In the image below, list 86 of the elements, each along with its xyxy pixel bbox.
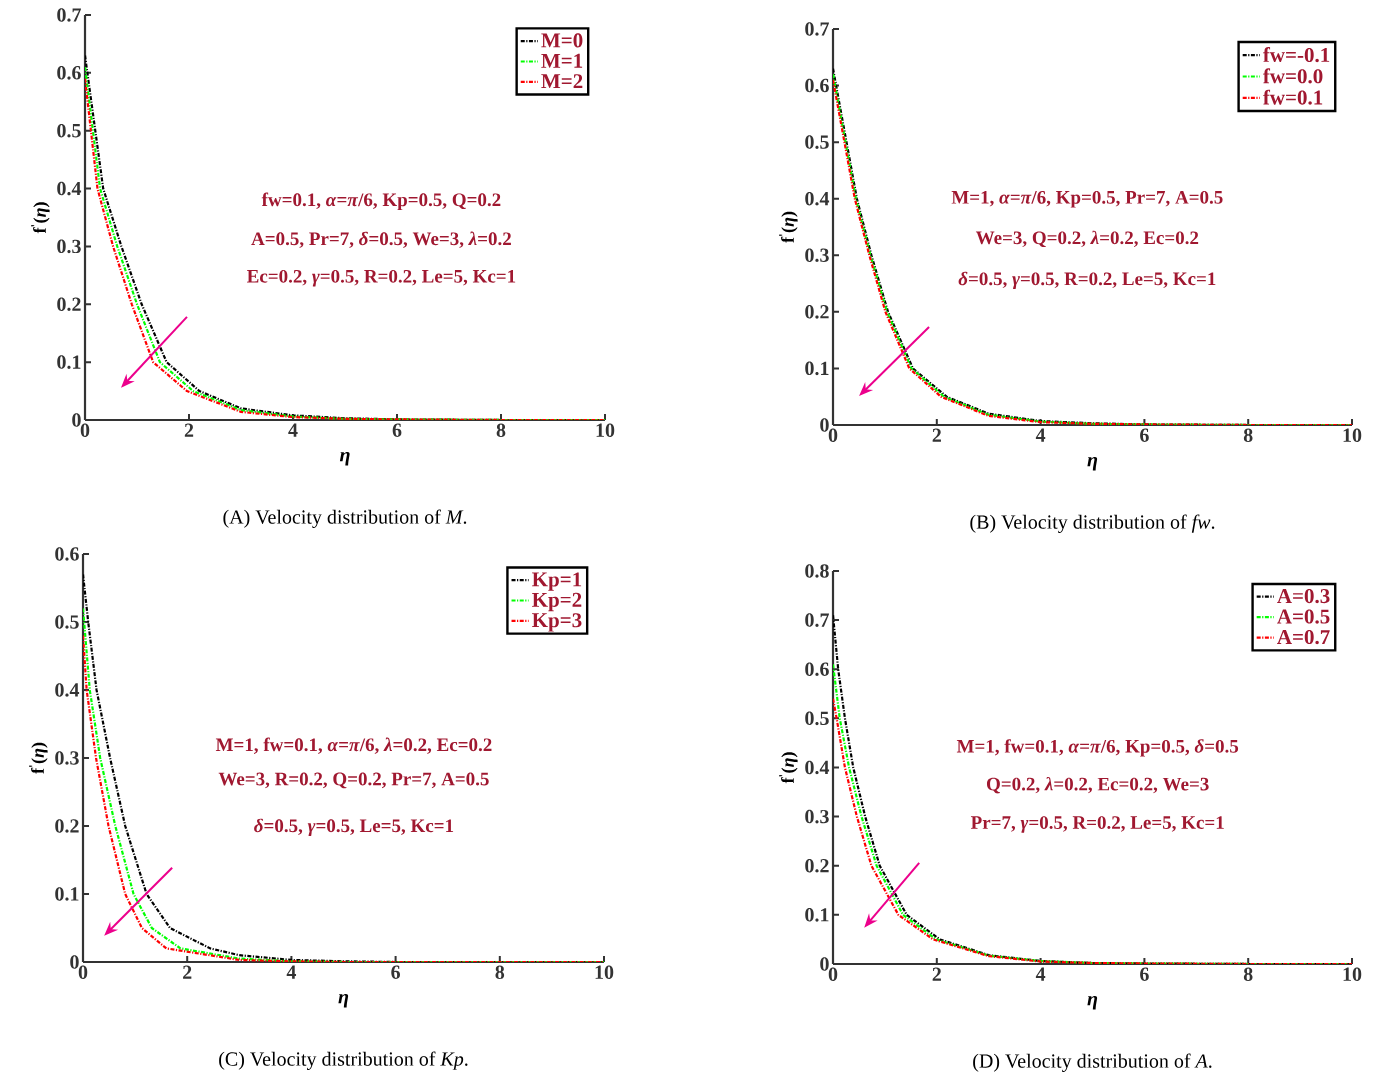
y-axis-title: f$^{'}$(η) <box>31 202 50 234</box>
y-tick-label: 0.1 <box>805 908 829 922</box>
y-tick-label: 0.6 <box>57 66 81 80</box>
x-tick-label: 4 <box>1035 967 1046 981</box>
text: (B) Velocity distribution of fw. <box>970 514 1215 533</box>
annotation: fw=0.1, α=π/6, Kp=0.5, Q=0.2 <box>261 192 501 210</box>
x-tick-label: 10 <box>596 423 615 438</box>
y-tick-label: 0.1 <box>57 355 81 369</box>
y-tick-label: 0.3 <box>57 239 81 254</box>
legend-label: fw=0.0 <box>1263 68 1323 84</box>
y-axis-title: f$^{'}$(η) <box>779 211 798 243</box>
legend-label: Kp=2 <box>532 592 582 612</box>
legend-label: Kp=1 <box>532 572 582 591</box>
text: (A) Velocity distribution of M. <box>223 509 467 528</box>
y-tick-label: 0.7 <box>805 613 829 627</box>
y-tick-label: 0.3 <box>805 248 829 263</box>
x-tick-label: 2 <box>932 428 941 442</box>
legend-label: M=1 <box>541 53 583 68</box>
annotation: A=0.5, Pr=7, δ=0.5, We=3, λ=0.2 <box>251 231 511 248</box>
x-tick-label: 8 <box>495 965 505 980</box>
x-tick-label: 8 <box>1243 967 1253 982</box>
y-axis-title: f$^{'}$(η) <box>779 752 798 784</box>
x-tick-label: 10 <box>595 965 614 980</box>
y-tick-label: 0.5 <box>57 123 81 138</box>
x-tick-label: 6 <box>392 423 402 437</box>
y-tick-label: 0.4 <box>805 760 830 775</box>
annotation: Q=0.2, λ=0.2, Ec=0.2, We=3 <box>986 776 1209 794</box>
y-tick-label: 0.2 <box>55 819 79 833</box>
y-tick-label: 0.1 <box>55 887 79 901</box>
y-tick-label: 0 <box>70 955 79 969</box>
x-tick-label: 2 <box>183 965 192 979</box>
x-tick-label: 8 <box>1243 428 1253 443</box>
x-axis-title: η <box>338 993 349 1008</box>
annotation: We=3, Q=0.2, λ=0.2, Ec=0.2 <box>975 230 1199 248</box>
y-tick-label: 0.8 <box>805 564 829 578</box>
y-tick-label: 0.6 <box>805 78 829 93</box>
annotation: δ=0.5, γ=0.5, R=0.2, Le=5, Kc=1 <box>958 271 1216 290</box>
x-tick-label: 6 <box>391 965 401 979</box>
y-tick-label: 0.4 <box>57 181 82 196</box>
legend-label: Kp=3 <box>532 613 582 632</box>
y-tick-label: 0.5 <box>55 615 79 629</box>
text: (C) Velocity distribution of Kp. <box>219 1051 468 1070</box>
y-tick-label: 0.4 <box>805 191 830 206</box>
y-tick-label: 0.5 <box>805 711 829 726</box>
x-tick-label: 4 <box>288 423 298 437</box>
legend-label: A=0.7 <box>1277 629 1330 645</box>
y-tick-label: 0.2 <box>805 305 829 319</box>
y-axis-title: f$^{'}$(η) <box>29 742 48 774</box>
x-tick-label: 2 <box>932 967 941 981</box>
x-tick-label: 6 <box>1140 428 1149 442</box>
x-axis-title: η <box>1087 995 1098 1010</box>
y-tick-label: 0.6 <box>805 662 829 677</box>
legend-label: A=0.5 <box>1277 609 1330 624</box>
annotation: M=1, α=π/6, Kp=0.5, Pr=7, A=0.5 <box>951 190 1223 208</box>
text: (D) Velocity distribution of A. <box>973 1053 1212 1072</box>
y-tick-label: 0.3 <box>805 809 829 824</box>
x-tick-label: 10 <box>1343 428 1362 443</box>
annotation: δ=0.5, γ=0.5, Le=5, Kc=1 <box>254 818 454 837</box>
legend-label: fw=0.1 <box>1263 89 1323 105</box>
annotation: Ec=0.2, γ=0.5, R=0.2, Le=5, Kc=1 <box>247 269 516 287</box>
legend-label: M=0 <box>541 33 583 48</box>
y-tick-label: 0.3 <box>55 751 79 765</box>
x-axis-title: η <box>1087 456 1098 471</box>
y-tick-label: 0.7 <box>805 22 829 36</box>
annotation: Pr=7, γ=0.5, R=0.2, Le=5, Kc=1 <box>970 816 1224 833</box>
y-tick-label: 0 <box>72 413 81 427</box>
x-tick-label: 4 <box>286 965 297 979</box>
y-tick-label: 0.7 <box>57 8 81 22</box>
legend-label: A=0.3 <box>1277 588 1330 604</box>
legend-label: fw=-0.1 <box>1263 47 1330 63</box>
x-tick-label: 10 <box>1343 967 1362 982</box>
y-tick-label: 0.2 <box>57 297 81 312</box>
annotation: M=1, fw=0.1, α=π/6, λ=0.2, Ec=0.2 <box>215 737 492 754</box>
y-tick-label: 0.1 <box>805 361 829 376</box>
x-tick-label: 8 <box>496 423 506 438</box>
y-tick-label: 0.4 <box>55 683 80 697</box>
annotation: We=3, R=0.2, Q=0.2, Pr=7, A=0.5 <box>218 772 489 789</box>
x-tick-label: 2 <box>184 423 194 437</box>
y-tick-label: 0.6 <box>55 547 79 561</box>
annotation: M=1, fw=0.1, α=π/6, Kp=0.5, δ=0.5 <box>956 739 1239 757</box>
legend-label: M=2 <box>541 74 583 89</box>
x-tick-label: 4 <box>1035 428 1046 442</box>
y-tick-label: 0.5 <box>805 135 829 149</box>
y-tick-label: 0.2 <box>805 858 829 873</box>
x-tick-label: 6 <box>1140 967 1149 981</box>
x-axis-title: η <box>339 451 350 466</box>
